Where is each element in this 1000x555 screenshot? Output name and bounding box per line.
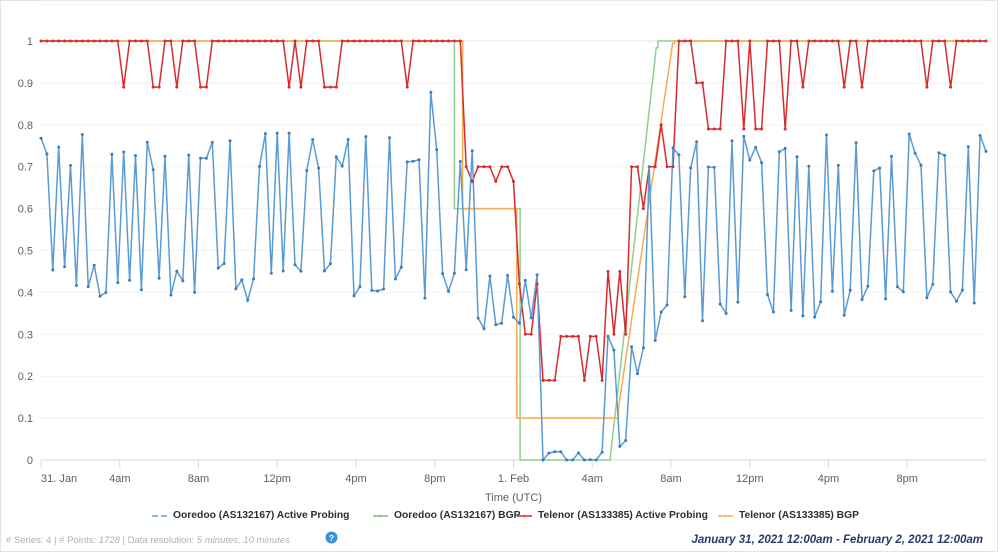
svg-text:0.7: 0.7 bbox=[18, 162, 33, 174]
svg-text:0.2: 0.2 bbox=[18, 371, 33, 383]
svg-text:0.3: 0.3 bbox=[18, 329, 33, 341]
svg-text:0.8: 0.8 bbox=[18, 120, 33, 132]
svg-text:8pm: 8pm bbox=[896, 473, 917, 485]
svg-text:8am: 8am bbox=[188, 473, 209, 485]
svg-text:8pm: 8pm bbox=[424, 473, 445, 485]
svg-text:8am: 8am bbox=[660, 473, 681, 485]
svg-text:4am: 4am bbox=[581, 473, 602, 485]
svg-text:0.4: 0.4 bbox=[18, 287, 33, 299]
svg-text:1. Feb: 1. Feb bbox=[498, 473, 529, 485]
svg-text:0.5: 0.5 bbox=[18, 246, 33, 258]
svg-text:1: 1 bbox=[27, 36, 33, 48]
svg-text:0.6: 0.6 bbox=[18, 204, 33, 216]
svg-text:4pm: 4pm bbox=[818, 473, 839, 485]
svg-text:12pm: 12pm bbox=[263, 473, 291, 485]
svg-text:0.9: 0.9 bbox=[18, 78, 33, 90]
svg-text:4pm: 4pm bbox=[345, 473, 366, 485]
svg-text:12pm: 12pm bbox=[736, 473, 764, 485]
svg-text:31. Jan: 31. Jan bbox=[41, 473, 77, 485]
svg-text:4am: 4am bbox=[109, 473, 130, 485]
svg-text:?: ? bbox=[329, 533, 334, 543]
svg-text:0.1: 0.1 bbox=[18, 413, 33, 425]
svg-text:0: 0 bbox=[27, 455, 33, 467]
